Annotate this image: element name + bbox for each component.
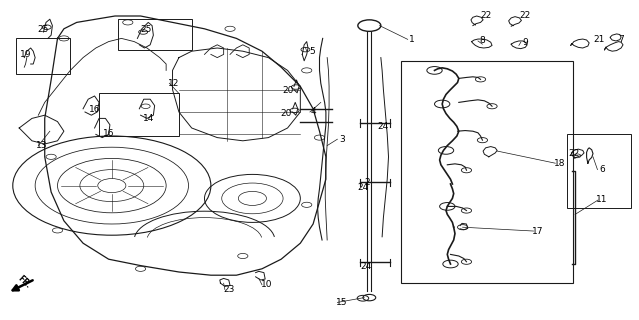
- Text: 10: 10: [261, 280, 273, 289]
- Bar: [118, 19, 192, 50]
- Text: 23: 23: [223, 285, 235, 294]
- Text: 12: 12: [168, 79, 180, 88]
- Bar: [401, 61, 573, 283]
- Text: 13: 13: [36, 141, 47, 150]
- Text: 25: 25: [38, 25, 49, 34]
- Text: 8: 8: [480, 36, 485, 45]
- Text: 22: 22: [568, 149, 580, 158]
- Text: 3: 3: [339, 135, 344, 144]
- Text: 9: 9: [523, 38, 528, 47]
- Text: 16: 16: [89, 105, 100, 114]
- Bar: [16, 38, 70, 74]
- Text: 14: 14: [142, 114, 154, 123]
- Text: 15: 15: [336, 298, 348, 307]
- Text: 6: 6: [599, 165, 604, 174]
- Text: 24: 24: [360, 262, 371, 271]
- Text: 2: 2: [365, 178, 370, 187]
- Text: 24: 24: [357, 183, 369, 192]
- Text: 20: 20: [282, 86, 293, 95]
- Text: 22: 22: [520, 12, 531, 20]
- Bar: [567, 134, 631, 208]
- Text: FR.: FR.: [16, 274, 33, 290]
- Text: 21: 21: [594, 36, 605, 44]
- Text: 24: 24: [378, 122, 389, 131]
- Text: 1: 1: [410, 36, 415, 44]
- Text: 7: 7: [619, 36, 624, 44]
- Text: 22: 22: [480, 12, 491, 20]
- Text: 4: 4: [311, 108, 316, 116]
- Text: 5: 5: [309, 47, 314, 56]
- Text: 11: 11: [596, 196, 608, 204]
- Bar: [99, 93, 179, 136]
- Text: 16: 16: [103, 129, 114, 138]
- Text: 25: 25: [140, 25, 151, 34]
- Text: 20: 20: [281, 109, 292, 118]
- Text: 19: 19: [20, 50, 31, 59]
- Text: 18: 18: [554, 159, 566, 168]
- Text: 17: 17: [532, 227, 544, 236]
